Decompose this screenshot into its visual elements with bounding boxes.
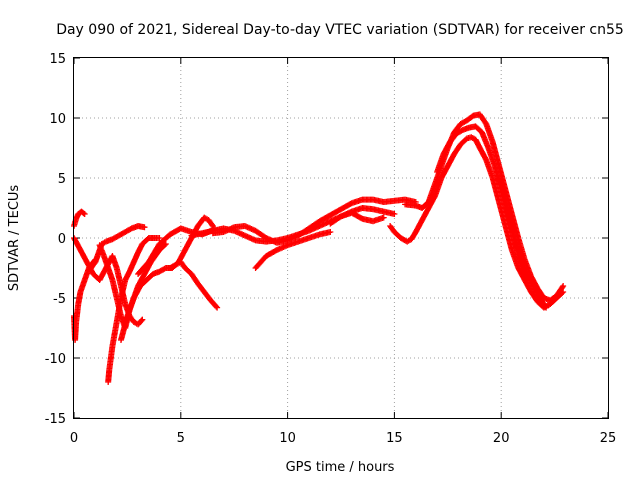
- x-tick-label: 15: [386, 431, 403, 446]
- y-tick-label: -15: [45, 412, 66, 427]
- series-track-17: [434, 123, 550, 311]
- series-track-10: [167, 259, 221, 311]
- data-point: [208, 221, 215, 228]
- data-point: [162, 241, 169, 247]
- x-axis-label: GPS time / hours: [286, 460, 395, 475]
- y-tick-label: -5: [53, 292, 66, 307]
- data-point: [161, 242, 168, 248]
- series-track-13: [252, 229, 334, 271]
- series-track-14: [327, 209, 387, 227]
- data-point: [213, 303, 220, 310]
- data-point: [80, 210, 87, 217]
- series-track-12: [209, 196, 419, 246]
- data-point: [214, 304, 221, 311]
- y-tick-label: 15: [49, 52, 66, 67]
- data-point: [560, 283, 567, 289]
- x-tick-label: 0: [70, 431, 78, 446]
- data-point: [139, 316, 146, 323]
- data-marks: [71, 111, 567, 385]
- chart-title: Day 090 of 2021, Sidereal Day-to-day VTE…: [56, 22, 624, 38]
- axis-ticks: 0 5 10 15 20 25 -15 -10 -5 0 5 10 15: [45, 52, 617, 446]
- x-tick-label: 5: [177, 431, 185, 446]
- series-track-18: [493, 175, 530, 283]
- x-tick-label: 20: [493, 431, 510, 446]
- data-point: [141, 224, 148, 231]
- y-tick-label: 10: [49, 112, 66, 127]
- series-track-7: [105, 235, 163, 385]
- y-tick-label: 5: [58, 172, 66, 187]
- x-tick-label: 10: [279, 431, 296, 446]
- y-axis-label: SDTVAR / TECUs: [7, 185, 22, 292]
- series-track-15: [387, 134, 567, 311]
- data-point: [380, 214, 387, 221]
- data-point: [559, 284, 566, 291]
- series-track-4: [126, 313, 146, 328]
- data-point: [138, 317, 145, 324]
- data-point: [542, 303, 549, 310]
- data-point: [523, 277, 530, 283]
- x-tick-label: 25: [600, 431, 617, 446]
- series-track-1: [71, 208, 88, 229]
- data-point: [543, 304, 550, 311]
- data-point: [327, 229, 334, 235]
- y-tick-label: -10: [45, 352, 66, 367]
- data-point: [391, 211, 398, 217]
- plot-frame: [73, 57, 609, 419]
- y-tick-label: 0: [58, 232, 66, 247]
- data-point: [156, 235, 163, 241]
- data-point: [81, 211, 88, 217]
- series-track-2: [71, 256, 99, 343]
